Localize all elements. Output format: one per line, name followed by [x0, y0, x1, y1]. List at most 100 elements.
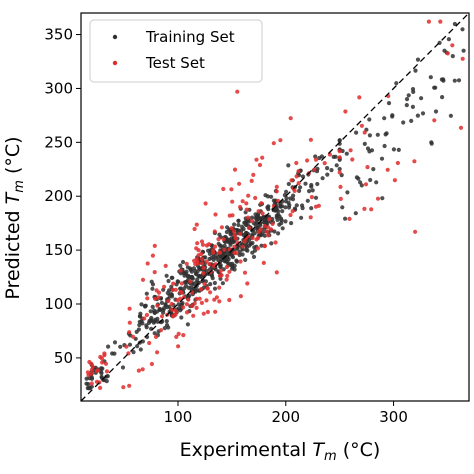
test-point: [242, 239, 247, 244]
test-point: [232, 167, 238, 172]
training-point: [120, 365, 126, 370]
training-point: [275, 217, 280, 222]
test-point: [191, 313, 196, 318]
test-point: [171, 307, 176, 312]
training-point: [190, 274, 195, 280]
training-point: [369, 148, 375, 153]
test-point: [266, 233, 271, 238]
test-point: [369, 207, 374, 212]
training-point: [89, 376, 95, 381]
training-point: [284, 196, 289, 201]
identity-line: [80, 12, 470, 402]
test-point: [233, 236, 238, 241]
training-point: [334, 163, 339, 168]
training-point: [299, 215, 304, 220]
training-point: [152, 308, 157, 313]
test-point: [240, 199, 245, 204]
test-point: [159, 314, 165, 319]
test-point: [254, 157, 259, 162]
training-point: [150, 282, 156, 287]
test-point: [296, 169, 301, 174]
test-point: [235, 89, 240, 94]
training-point: [161, 310, 166, 315]
test-point: [201, 311, 206, 316]
training-point: [354, 130, 359, 135]
training-point: [337, 166, 342, 172]
test-point: [173, 287, 178, 292]
test-point: [100, 360, 105, 365]
training-point: [325, 172, 330, 177]
training-point: [325, 166, 330, 171]
training-point: [452, 78, 457, 83]
test-point: [246, 193, 251, 198]
training-point: [380, 196, 385, 201]
training-point: [245, 248, 250, 253]
test-point: [152, 296, 158, 301]
training-point: [429, 140, 434, 145]
test-point: [152, 270, 157, 275]
legend: Training Set Test Set: [89, 19, 263, 83]
test-point: [242, 270, 248, 275]
test-point: [289, 178, 294, 183]
training-point: [251, 254, 257, 259]
training-point: [209, 255, 214, 260]
y-axis-label: Predicted Tm (°C): [2, 136, 27, 299]
test-point: [199, 251, 204, 257]
training-point: [413, 68, 418, 73]
training-point: [159, 300, 164, 305]
test-point: [392, 178, 397, 183]
test-point: [201, 271, 206, 276]
test-point: [413, 229, 418, 234]
training-point: [277, 214, 282, 219]
test-point: [199, 261, 205, 266]
test-point: [322, 161, 327, 166]
test-point: [288, 116, 293, 121]
training-point: [276, 231, 281, 236]
test-point: [359, 123, 364, 128]
training-point: [367, 133, 372, 138]
test-point: [127, 306, 132, 311]
test-point: [202, 281, 207, 286]
test-point: [348, 148, 353, 153]
plot-frame: [80, 12, 470, 402]
y-tick-label: 300: [44, 79, 73, 97]
training-point: [222, 243, 227, 248]
test-point: [192, 226, 197, 232]
test-point: [217, 285, 222, 290]
test-point: [363, 182, 369, 187]
legend-marker-test: [112, 60, 118, 66]
training-point: [163, 303, 168, 308]
training-point: [134, 329, 139, 334]
x-tick-label: 300: [379, 408, 408, 426]
training-point: [433, 109, 439, 114]
training-point: [112, 340, 118, 345]
test-point: [229, 226, 234, 231]
training-point: [300, 203, 305, 208]
test-point: [198, 287, 203, 292]
test-point: [309, 195, 314, 200]
training-point: [208, 282, 213, 287]
test-point: [271, 141, 276, 146]
x-tick-label: 200: [271, 408, 300, 426]
training-point: [286, 163, 291, 168]
test-point: [274, 270, 279, 275]
training-point: [305, 198, 310, 203]
test-point: [460, 56, 465, 61]
test-point: [362, 206, 367, 211]
test-point: [237, 181, 242, 186]
test-point: [274, 189, 279, 194]
test-point: [147, 340, 152, 346]
test-point: [207, 262, 212, 267]
test-point: [267, 217, 272, 222]
test-point: [195, 241, 200, 246]
training-point: [185, 322, 190, 327]
training-point: [343, 216, 348, 221]
test-point: [194, 246, 199, 251]
training-point: [382, 116, 387, 121]
x-tick-label: 100: [164, 408, 193, 426]
training-point: [178, 286, 183, 291]
training-point: [164, 273, 169, 278]
test-point: [169, 301, 174, 307]
training-point: [243, 222, 249, 228]
